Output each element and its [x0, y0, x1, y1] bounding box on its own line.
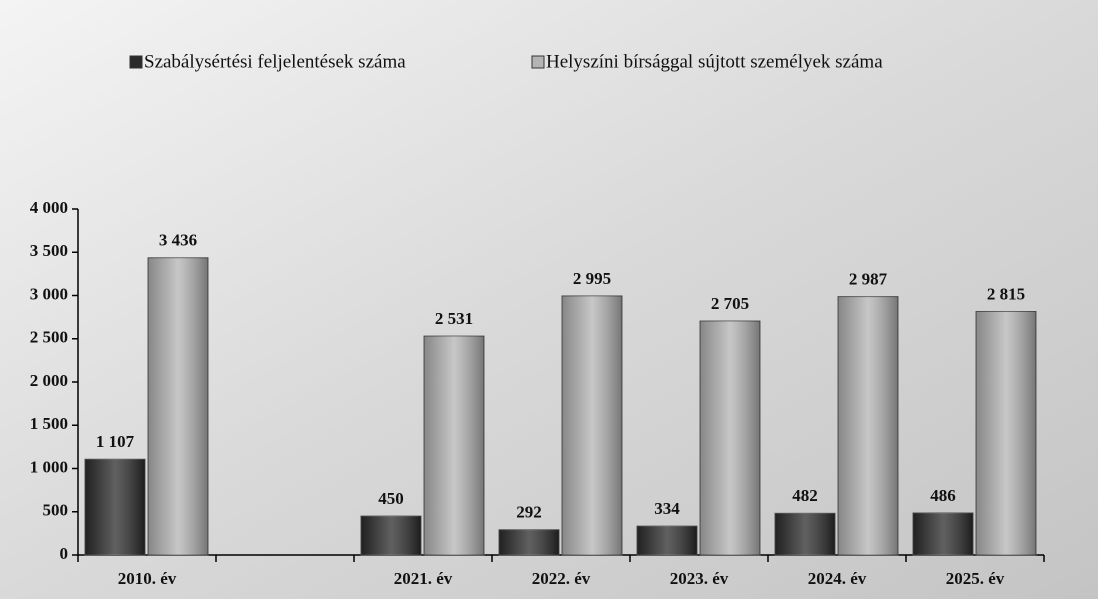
bar-shade: [700, 321, 760, 555]
legend-marker: [130, 56, 142, 68]
data-label: 486: [930, 486, 956, 505]
y-tick-label: 4 000: [30, 198, 68, 217]
bar-shade: [976, 312, 1036, 555]
data-label: 2 995: [573, 269, 611, 288]
y-tick-label: 1 000: [30, 457, 68, 476]
data-label: 2 531: [435, 309, 473, 328]
y-tick-label: 500: [43, 501, 69, 520]
legend-label: Helyszíni bírsággal sújtott személyek sz…: [546, 51, 883, 72]
y-tick-label: 1 500: [30, 414, 68, 433]
data-label: 482: [792, 486, 818, 505]
x-tick-label: 2021. év: [394, 569, 453, 588]
data-label: 2 987: [849, 270, 888, 289]
bar-shade: [637, 526, 697, 555]
x-tick-label: 2023. év: [670, 569, 729, 588]
data-label: 2 705: [711, 294, 749, 313]
y-tick-label: 2 000: [30, 371, 68, 390]
bar-shade: [838, 297, 898, 555]
x-tick-label: 2022. év: [532, 569, 591, 588]
x-tick-label: 2024. év: [808, 569, 867, 588]
y-tick-label: 0: [60, 544, 69, 563]
x-tick-label: 2010. év: [118, 569, 177, 588]
data-label: 450: [378, 489, 404, 508]
bar-shade: [775, 513, 835, 555]
legend-marker: [532, 56, 544, 68]
data-label: 3 436: [159, 231, 197, 250]
data-label: 2 815: [987, 284, 1025, 303]
bar-shade: [424, 336, 484, 555]
bar-shade: [85, 459, 145, 555]
chart: Szabálysértési feljelentések száma Helysz…: [0, 0, 1098, 599]
bar-shade: [499, 530, 559, 555]
legend-label: Szabálysértési feljelentések száma: [144, 51, 406, 72]
bar-shade: [361, 516, 421, 555]
y-tick-label: 3 500: [30, 241, 68, 260]
y-tick-label: 2 500: [30, 328, 68, 347]
bar-shade: [913, 513, 973, 555]
bar-shade: [562, 296, 622, 555]
data-label: 334: [654, 499, 680, 518]
bar-shade: [148, 258, 208, 555]
data-label: 292: [516, 503, 542, 522]
x-tick-label: 2025. év: [946, 569, 1005, 588]
y-tick-label: 3 000: [30, 284, 68, 303]
data-label: 1 107: [96, 432, 135, 451]
